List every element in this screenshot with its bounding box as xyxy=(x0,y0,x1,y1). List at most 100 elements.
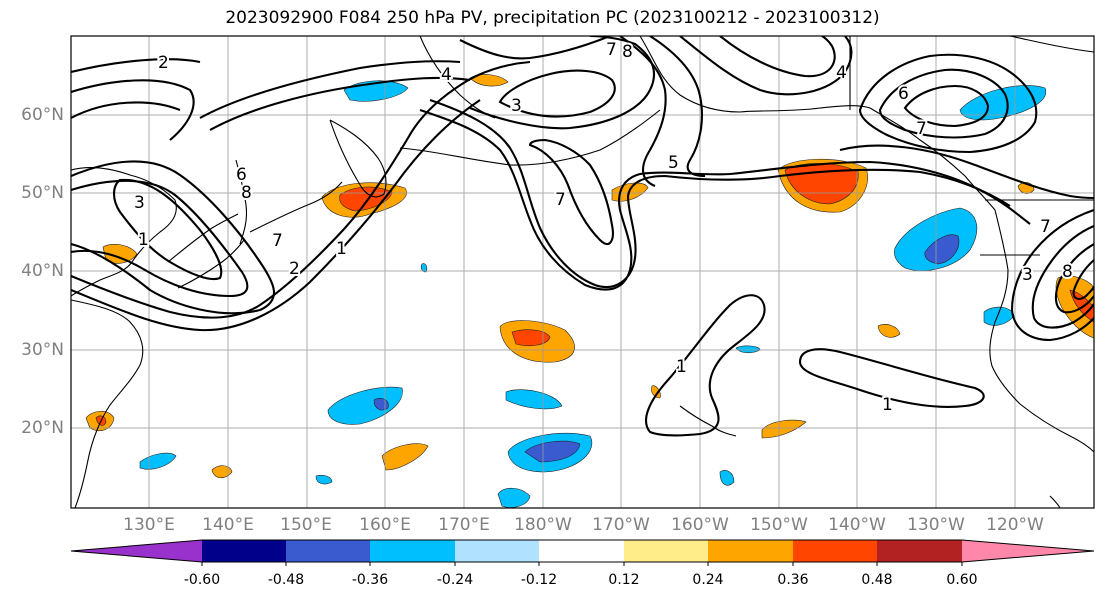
lon-label: 140°W xyxy=(828,515,886,535)
contour-label: 4 xyxy=(441,65,452,85)
contour-label: 7 xyxy=(916,119,927,139)
lat-label: 40°N xyxy=(21,261,64,281)
lon-label: 180°W xyxy=(514,515,572,535)
border-alaska-canada xyxy=(849,36,1094,110)
lat-label: 30°N xyxy=(21,340,64,360)
contour-label: 7 xyxy=(272,231,283,251)
coastline-alaska xyxy=(639,36,996,211)
contour-label: 1 xyxy=(138,230,149,250)
colorbar-segment xyxy=(539,540,625,562)
pv-contour xyxy=(858,53,1038,154)
pv-contour xyxy=(498,69,616,118)
precip-positive-area xyxy=(761,419,807,439)
pv-contour xyxy=(1072,259,1094,300)
colorbar-segment xyxy=(708,540,794,562)
pv-contour xyxy=(679,36,853,96)
contour-label: 2 xyxy=(158,53,169,73)
precip-negative-area xyxy=(505,389,563,410)
lat-label: 20°N xyxy=(21,418,64,438)
contour-label: 3 xyxy=(511,96,522,116)
contour-label: 1 xyxy=(882,395,893,415)
pv-contour xyxy=(1010,209,1094,342)
contour-label: 3 xyxy=(134,193,145,213)
pv-contour xyxy=(649,36,706,178)
lon-label: 120°W xyxy=(986,515,1044,535)
precip-strong-negative-area xyxy=(524,440,581,463)
precip-shading xyxy=(85,74,1094,508)
contour-label: 1 xyxy=(676,357,687,377)
precip-negative-area xyxy=(497,487,531,508)
pv-contour xyxy=(112,178,223,281)
colorbar-tick-label: -0.60 xyxy=(183,572,221,588)
lon-label: 130°E xyxy=(123,515,175,535)
coastline-kamchatka xyxy=(329,119,387,198)
pv-contour xyxy=(71,101,181,119)
contour-label: 4 xyxy=(836,63,847,83)
colorbar-segment xyxy=(286,540,371,562)
pv-contour xyxy=(878,68,1009,139)
pv-contour xyxy=(528,138,614,246)
pv-contour xyxy=(798,348,985,408)
precip-positive-area xyxy=(877,324,901,338)
colorbar-tick-label: 0.24 xyxy=(692,572,724,588)
colorbar-tick-label: 0.12 xyxy=(608,572,640,588)
precip-strong-area xyxy=(511,329,551,347)
precip-negative-area xyxy=(315,474,333,485)
colorbar-segment xyxy=(370,540,456,562)
precip-negative-area xyxy=(327,386,403,425)
pv-contour xyxy=(71,179,249,298)
pv-contour xyxy=(903,84,990,128)
colorbar-tick-label: 0.60 xyxy=(946,572,978,588)
colorbar-segment xyxy=(455,540,540,562)
pv-contour xyxy=(1031,225,1094,329)
contour-label: 6 xyxy=(898,84,909,104)
coastline-aleutians xyxy=(399,109,661,166)
colorbar-tick-label: 0.48 xyxy=(861,572,893,588)
coastline-kurils xyxy=(249,181,343,233)
colorbar-segment xyxy=(624,540,709,562)
lat-label: 60°N xyxy=(21,105,64,125)
colorbar-tick-label: -0.12 xyxy=(520,572,558,588)
colorbar-tick-label: -0.48 xyxy=(267,572,305,588)
pv-contour xyxy=(645,294,766,437)
pv-contour xyxy=(71,99,481,332)
colorbar xyxy=(70,539,1095,563)
colorbar-ticks xyxy=(201,562,963,566)
contour-label: 8 xyxy=(622,42,633,62)
colorbar-tick-label: -0.24 xyxy=(436,572,474,588)
contour-label: 5 xyxy=(668,153,679,173)
pv-contour xyxy=(71,79,195,141)
pv-contour xyxy=(619,36,667,187)
colorbar-extend-min xyxy=(71,540,202,562)
map-frame xyxy=(70,35,1095,509)
precip-negative-area xyxy=(420,263,428,273)
pv-contour xyxy=(419,109,1031,291)
contour-label: 7 xyxy=(606,40,617,60)
pv-contour xyxy=(719,36,836,78)
pv-contour xyxy=(1054,243,1094,314)
pv-contour xyxy=(199,60,461,119)
pv-contour xyxy=(429,99,1011,288)
precip-negative-area xyxy=(719,470,735,486)
pv-contour xyxy=(209,76,471,131)
coastline-japan xyxy=(167,213,245,289)
contour-labels: 2 8 6 4 3 8 7 7 1 2 1 7 3 5 1 1 6 7 4 7 … xyxy=(132,38,1075,417)
lon-label: 170°W xyxy=(592,515,650,535)
pv-contour xyxy=(459,36,611,60)
pv-contour xyxy=(839,144,1094,200)
coastline-islands xyxy=(679,405,1061,508)
colorbar-extend-max xyxy=(962,540,1094,562)
lon-label: 140°E xyxy=(202,515,254,535)
contour-label: 3 xyxy=(1022,265,1033,285)
gridlines xyxy=(71,36,1094,508)
contour-label: 7 xyxy=(555,190,566,210)
coastline-sakhalin xyxy=(235,159,248,245)
colorbar-tick-label: 0.36 xyxy=(777,572,809,588)
colorbar-segment xyxy=(877,540,963,562)
lon-label: 150°E xyxy=(280,515,332,535)
contour-label: 2 xyxy=(289,259,300,279)
lat-label: 50°N xyxy=(21,183,64,203)
coastline-asia xyxy=(71,166,177,297)
coastline-canada-west xyxy=(989,209,1094,453)
